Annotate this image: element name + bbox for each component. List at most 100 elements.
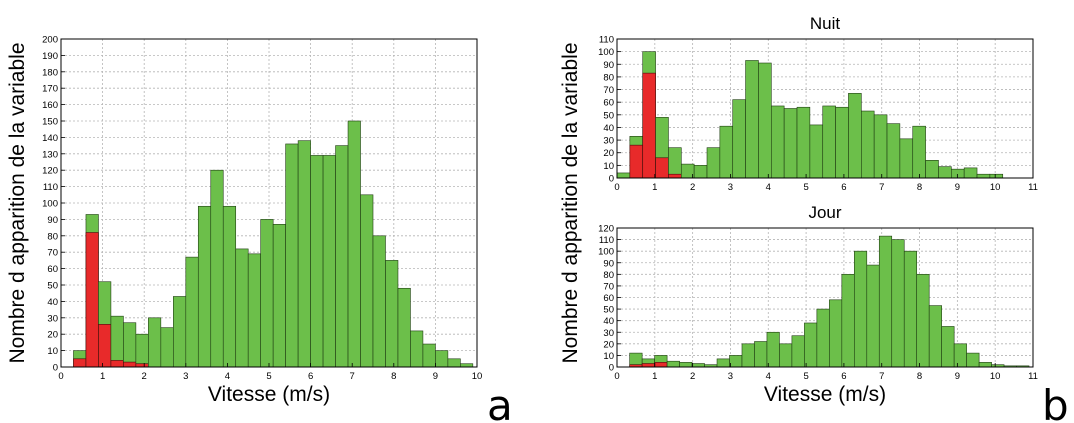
- y-tick-label: 70: [603, 85, 614, 96]
- y-tick-label: 110: [43, 182, 58, 193]
- bar-total: [766, 331, 780, 368]
- x-tick-label: 4: [766, 182, 771, 193]
- bar-total: [989, 173, 1004, 179]
- y-tick-label: 150: [42, 117, 58, 128]
- bar-total: [297, 140, 311, 368]
- y-axis-label: Nombre d apparition de la variable: [6, 42, 29, 363]
- y-tick-label: 80: [603, 270, 614, 281]
- bar-total: [235, 248, 249, 368]
- panel-label-a: a: [487, 381, 513, 423]
- x-tick-label: 3: [728, 182, 733, 193]
- bar-total: [783, 108, 798, 179]
- bar-total: [616, 172, 631, 179]
- bar-total: [791, 335, 805, 368]
- bar-total: [247, 253, 261, 368]
- bar-total: [680, 163, 695, 179]
- bar-total: [741, 343, 755, 368]
- y-tick-label: 30: [603, 136, 614, 147]
- bar-total: [716, 358, 730, 368]
- bar-total: [873, 114, 888, 179]
- chart-nuit: 0 1 2 3 4 5 6 7 8 9 10 110102030405060708090100110N…: [559, 14, 1038, 364]
- y-tick-label: 20: [603, 148, 614, 159]
- x-tick-label: 11: [1028, 371, 1038, 382]
- chart-a: 0 1 2 3 4 5 6 7 8 9 100102030405060708090100110120…: [6, 35, 482, 407]
- y-tick-label: 10: [603, 161, 614, 172]
- y-tick-label: 60: [47, 264, 58, 275]
- bar-total: [861, 110, 875, 179]
- y-tick-label: 70: [47, 248, 58, 259]
- x-tick-label: 8: [917, 371, 922, 382]
- y-tick-label: 20: [47, 330, 58, 341]
- y-tick-label: 180: [42, 67, 58, 78]
- bar-total: [809, 124, 824, 179]
- bar-total: [966, 352, 980, 368]
- bar-total: [148, 317, 162, 368]
- bar-total: [410, 330, 424, 368]
- y-tick-label: 100: [598, 247, 614, 258]
- y-tick-label: 100: [598, 47, 614, 58]
- bar-total: [310, 155, 324, 368]
- bar-total: [886, 123, 901, 179]
- x-tick-label: 9: [955, 371, 960, 382]
- x-tick-label: 1: [100, 371, 105, 382]
- bar-total: [866, 264, 880, 368]
- y-tick-label: 10: [603, 351, 614, 362]
- bar-total: [978, 362, 992, 368]
- bar-total: [691, 363, 705, 368]
- y-tick-label: 50: [603, 110, 614, 121]
- bar-total: [135, 333, 149, 368]
- bar-total: [848, 93, 862, 179]
- bar-red: [123, 361, 137, 368]
- bar-total: [745, 60, 759, 179]
- y-tick-label: 160: [42, 100, 58, 111]
- y-tick-label: 50: [603, 305, 614, 316]
- x-tick-label: 0: [614, 371, 619, 382]
- bar-total: [347, 120, 361, 368]
- y-tick-label: 90: [603, 258, 614, 269]
- axes-frame: [616, 38, 1034, 179]
- bar-total: [804, 322, 818, 368]
- y-tick-label: 70: [603, 281, 614, 292]
- bar-total: [899, 138, 914, 179]
- bar-total: [829, 299, 843, 368]
- bar-total: [891, 239, 905, 368]
- x-tick-label: 1: [652, 182, 657, 193]
- y-tick-label: 20: [603, 339, 614, 350]
- y-tick-label: 40: [603, 123, 614, 134]
- bar-total: [322, 155, 336, 368]
- y-tick-label: 100: [42, 199, 58, 210]
- y-tick-label: 40: [603, 316, 614, 327]
- bar-red: [98, 324, 112, 368]
- bar-total: [422, 343, 436, 368]
- y-tick-label: 170: [42, 84, 58, 95]
- bar-total: [796, 106, 811, 179]
- x-tick-label: 10: [990, 182, 1001, 193]
- y-tick-label: 140: [42, 133, 58, 144]
- x-tick-label: 7: [879, 182, 884, 193]
- x-tick-label: 6: [841, 371, 846, 382]
- bar-total: [976, 173, 991, 179]
- bar-total: [941, 326, 955, 368]
- x-tick-label: 10: [990, 371, 1001, 382]
- y-tick-label: 110: [599, 35, 614, 46]
- bar-red: [85, 232, 99, 368]
- bar-total: [160, 327, 174, 368]
- bar-red: [629, 144, 644, 179]
- x-tick-label: 0: [58, 371, 63, 382]
- x-tick-label: 4: [766, 371, 771, 382]
- bar-total: [335, 145, 349, 368]
- y-tick-label: 0: [609, 363, 614, 374]
- bar-total: [447, 358, 461, 368]
- y-tick-label: 50: [47, 281, 58, 292]
- bar-total: [835, 106, 849, 179]
- bar-total: [938, 166, 952, 179]
- bar-total: [173, 296, 187, 368]
- bar-total: [925, 160, 939, 179]
- bar-red: [655, 157, 669, 179]
- bar-total: [822, 105, 836, 179]
- x-tick-label: 5: [803, 371, 808, 382]
- bar-red: [654, 362, 668, 368]
- bar-red: [668, 173, 682, 179]
- y-tick-label: 60: [603, 293, 614, 304]
- y-tick-label: 130: [42, 149, 58, 160]
